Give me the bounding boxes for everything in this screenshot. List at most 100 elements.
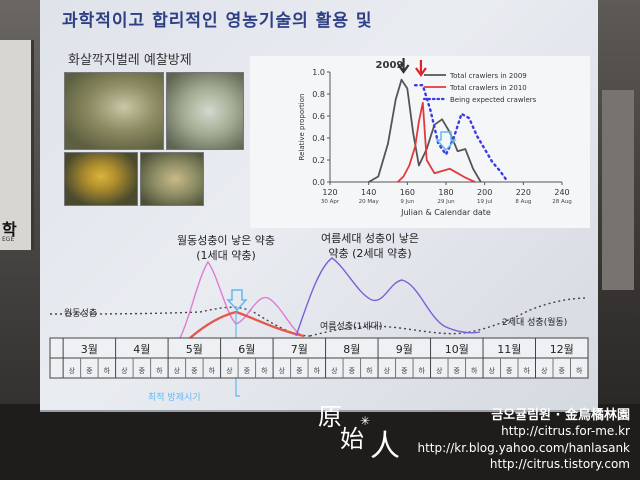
subdivision-label: 중 [86,367,93,375]
month-label: 4월 [133,343,150,356]
subdivision-label: 상 [121,366,128,375]
subdivision-label: 상 [489,366,496,375]
legend-label: Being expected crawlers [450,96,537,104]
month-label: 7월 [291,343,308,356]
legend-label: Total crawlers in 2009 [449,72,527,80]
photo-caption: 화살깍지벌레 예찰방제 [68,53,192,68]
scale-insect-photo-1 [64,72,164,150]
x-tick-date: 30 Apr [321,199,340,205]
series-line-3 [413,84,510,184]
room-right-wall [596,0,640,480]
annotation-2010: 2010 [415,56,443,57]
subdivision-label: 중 [559,367,566,375]
series-line-1 [368,78,482,183]
wall-sign-subtext: EGE [2,236,15,243]
summer-adult-curve [309,297,589,337]
subdivision-label: 하 [261,366,268,375]
room-floor [0,404,640,480]
second-adult-label: 2세대 성충(월동) [502,316,567,328]
subdivision-label: 중 [191,367,198,375]
subdivision-label: 중 [139,367,146,375]
subdivision-label: 하 [209,366,216,375]
subdivision-label: 상 [541,366,548,375]
x-tick-date: 20 May [359,199,380,205]
crawler-line-chart: 0.0 0.2 0.4 0.6 0.8 1.0 120 30 Apr 140 20 May 160 9… [250,56,590,228]
y-tick-label: 0.6 [312,112,325,121]
series-line-2 [397,101,476,183]
subdivision-label: 상 [174,366,181,375]
subdivision-label: 중 [244,367,251,375]
x-tick-label: 180 [438,188,453,197]
subdivision-label: 상 [69,366,76,375]
scale-insect-photo-3 [64,152,138,206]
x-tick-date: 8 Aug [515,199,531,205]
subdivision-label: 상 [436,366,443,375]
subdivision-label: 중 [454,367,461,375]
wall-panel [602,90,634,290]
x-tick-label: 120 [322,188,337,197]
x-tick-label: 200 [477,188,492,197]
subdivision-label: 중 [296,367,303,375]
first-gen-sublabel: (1세대 약충) [196,248,256,262]
month-label: 6월 [238,343,255,356]
annotation-2009: 2009 [376,60,404,71]
scale-insect-photo-4 [140,152,204,206]
wall-sign: 학 EGE [0,40,34,250]
month-label: 5월 [186,343,203,356]
legend-label: Total crawlers in 2010 [449,84,527,92]
y-tick-label: 0.2 [312,156,325,165]
second-gen-sublabel: 약충 (2세대 약충) [328,246,411,260]
subdivision-label: 하 [156,366,163,375]
y-tick-label: 1.0 [312,68,325,77]
x-tick-date: 19 Jul [477,199,493,205]
arrow-2010-icon [415,60,427,77]
subdivision-label: 상 [279,366,286,375]
subdivision-label: 하 [576,366,583,375]
subdivision-label: 하 [314,366,321,375]
first-gen-2009-curve [179,260,303,339]
room-left-wall: 학 EGE [0,0,40,480]
subdivision-label: 상 [331,366,338,375]
x-tick-label: 240 [554,188,569,197]
month-label: 10월 [445,343,469,356]
wall-sign-text: 학 [2,220,17,239]
y-tick-label: 0.8 [312,90,325,99]
first-gen-2010-curve [189,310,305,339]
x-tick-label: 160 [400,188,415,197]
overwinter-adult-label: 월동성충 [64,307,97,319]
second-gen-curve [295,257,481,337]
subdivision-label: 중 [349,367,356,375]
month-label: 9월 [396,343,413,356]
month-label: 3월 [81,343,98,356]
first-gen-label: 월동성충이 낳은 약충 [177,233,275,247]
subdivision-label: 하 [419,366,426,375]
subdivision-label: 하 [524,366,531,375]
control-arrow-icon [226,289,248,312]
x-axis-title: Julian & Calendar date [400,208,491,217]
subdivision-label: 중 [401,367,408,375]
month-label: 8월 [343,343,360,356]
x-tick-label: 140 [361,188,376,197]
subdivision-label: 하 [366,366,373,375]
y-tick-label: 0.4 [312,134,325,143]
y-axis-title: Relative proportion [298,94,306,161]
month-label: 11월 [497,343,521,356]
summer-adult-label: 여름성충(1세대) [320,320,382,332]
month-label: 12월 [550,343,574,356]
subdivision-label: 하 [471,366,478,375]
arrow-2009-icon [397,58,410,74]
subdivision-label: 하 [104,366,111,375]
y-tick-label: 0.0 [312,178,325,187]
slide-title: 과학적이고 합리적인 영농기술의 활용 및 [62,11,373,31]
x-tick-date: 28 Aug [552,199,572,205]
overwinter-adult-curve [49,306,311,337]
scale-insect-photo-2 [166,72,244,150]
subdivision-label: 상 [226,366,233,375]
second-gen-label: 여름세대 성충이 낳은 [321,232,419,245]
subdivision-label: 상 [384,366,391,375]
subdivision-label: 중 [506,367,513,375]
projection-screen: 과학적이고 합리적인 영농기술의 활용 및 화살깍지벌레 예찰방제 0.0 0.2… [40,0,598,412]
x-tick-date: 29 Jun [437,199,455,205]
expected-arrow-icon [435,131,457,152]
